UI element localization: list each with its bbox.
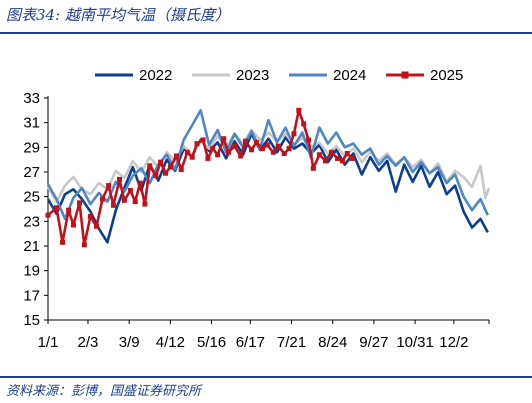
series-point-2025 [329,149,334,155]
x-tick-label: 4/12 [156,334,185,351]
series-point-2025 [339,158,345,164]
series-point-2025 [238,153,244,159]
series-point-2025 [142,201,148,207]
series-point-2025 [45,212,51,218]
figure-label: 图表34: [6,6,61,24]
x-tick-label: 2/3 [78,334,99,351]
x-tick-label: 9/27 [359,334,388,351]
y-tick-label: 21 [23,238,40,255]
series-point-2025 [163,170,169,176]
series-point-2025 [153,173,159,179]
series-point-2025 [221,136,227,142]
series-point-2025 [349,155,355,161]
series-point-2025 [87,213,93,219]
top-rule [0,32,532,34]
series-point-2025 [167,164,173,170]
series-point-2025 [158,159,164,165]
series-point-2025 [77,200,82,206]
series-point-2025 [81,242,87,248]
legend-label-2024: 2024 [333,67,366,84]
series-point-2025 [106,183,112,189]
series-line-2025 [47,109,354,247]
x-tick-label: 1/1 [38,334,59,351]
series-point-2025 [322,158,328,164]
series-point-2025 [147,163,153,169]
y-tick-label: 19 [23,263,40,280]
x-tick-label: 5/16 [197,334,226,351]
series-point-2025 [70,222,76,228]
series-point-2025 [93,223,99,229]
x-tick-label: 10/31 [396,334,434,351]
series-line-2022 [46,132,489,244]
series-point-2025 [310,165,316,171]
series-point-2025 [66,207,72,213]
series-point-2025 [335,155,341,161]
series-point-2025 [259,146,265,152]
y-tick-label: 33 [23,90,40,107]
series-point-2025 [110,202,116,208]
series-point-2025 [291,131,297,137]
y-tick-label: 17 [23,287,40,304]
y-tick-label: 29 [23,139,40,156]
figure-title: 图表34: 越南平均气温（摄氏度） [6,4,230,25]
y-tick-label: 23 [23,213,40,230]
series-point-2025 [137,180,143,186]
series-point-2025 [132,199,138,205]
chart-title: 越南平均气温（摄氏度） [64,6,230,24]
series-point-2025 [281,151,287,156]
series-point-2025 [301,121,307,127]
series-point-2025 [60,239,66,245]
series-point-2025 [253,139,259,145]
x-tick-label: 12/2 [439,334,468,351]
series-point-2025 [249,147,255,153]
series-point-2025 [270,149,276,155]
legend-label-2022: 2022 [139,67,172,84]
series-point-2025 [296,107,302,113]
series-point-2025 [184,149,190,155]
series-point-2025 [305,137,311,143]
source-note: 资料来源：彭博，国盛证券研究所 [6,384,202,399]
series-point-2025 [242,138,248,144]
series-point-2025 [189,154,195,160]
y-tick-label: 15 [23,312,40,329]
x-tick-label: 3/9 [119,334,140,351]
series-point-2025 [116,176,122,182]
x-tick-label: 7/21 [277,334,306,351]
series-point-2025 [275,143,281,149]
series-point-2025 [264,142,270,148]
series-point-2025 [232,143,238,149]
series-point-2025 [127,188,133,193]
series-point-2025 [316,152,322,158]
series-point-2025 [178,167,184,173]
x-tick-label: 8/24 [318,334,347,351]
y-tick-label: 27 [23,164,40,181]
y-tick-label: 25 [23,189,40,206]
series-point-2025 [200,137,206,143]
legend-label-2025: 2025 [430,67,463,84]
series-point-2025 [194,141,200,147]
series-point-2025 [226,149,232,155]
bottom-rule [0,376,532,378]
series-point-2025 [173,153,179,159]
series-point-2025 [286,146,292,152]
x-tick-label: 6/17 [236,334,265,351]
series-point-2025 [215,152,221,158]
series-point-2025 [53,205,59,211]
y-tick-label: 31 [23,115,40,132]
series-point-2025 [121,197,127,203]
legend-label-2023: 2023 [236,67,269,84]
series-point-2025 [100,196,106,202]
legend-marker-2025 [401,71,409,79]
series-point-2025 [344,151,350,156]
series-point-2025 [210,146,216,152]
series-point-2025 [205,155,211,161]
